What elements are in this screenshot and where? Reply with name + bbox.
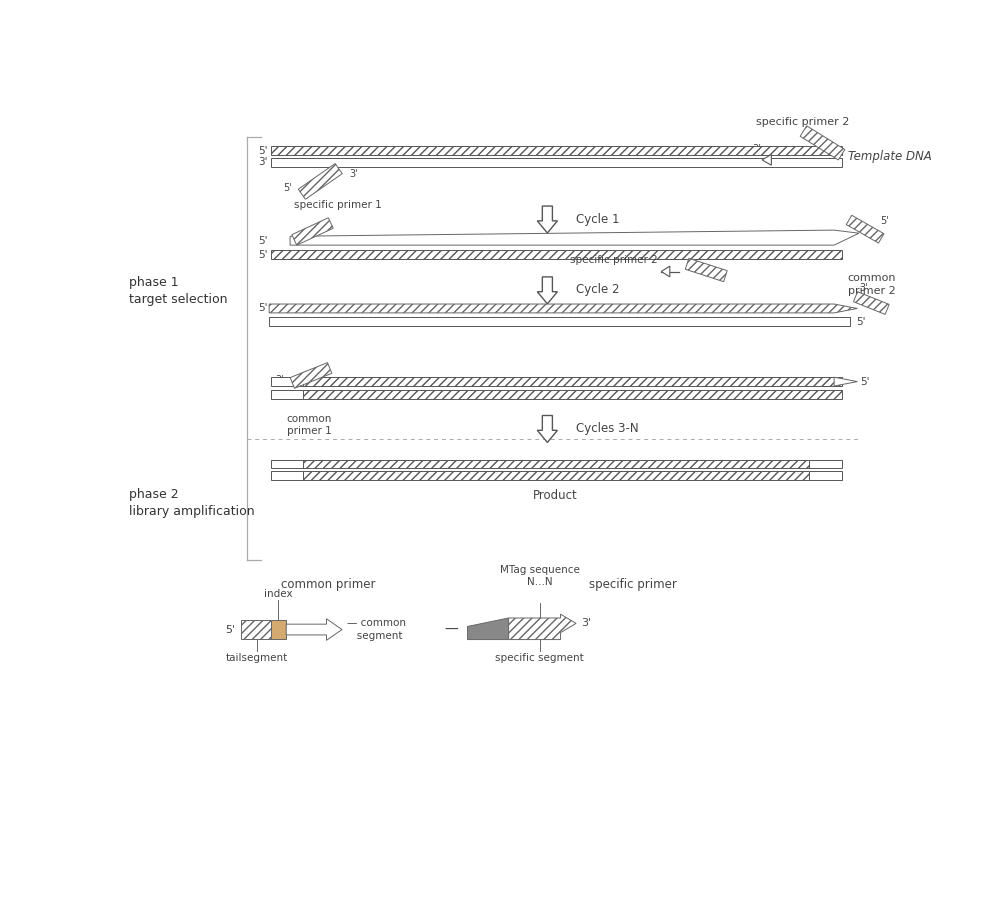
Text: common
primer 1: common primer 1 [287,414,332,436]
Polygon shape [537,206,557,233]
Text: Template DNA: Template DNA [848,150,932,163]
Text: specific segment: specific segment [495,652,584,662]
Text: —: — [444,622,458,637]
Polygon shape [290,230,859,245]
Bar [241,620,271,639]
Text: 3': 3' [581,619,591,629]
Polygon shape [290,362,332,388]
Text: phase 2
library amplification: phase 2 library amplification [129,488,254,518]
Text: phase 1
target selection: phase 1 target selection [129,275,227,306]
Bar [809,471,842,480]
Text: common primer: common primer [281,578,375,591]
Polygon shape [298,164,342,199]
Text: MTag sequence
N...N: MTag sequence N...N [500,565,580,587]
Polygon shape [286,619,342,640]
Bar [303,377,842,386]
Polygon shape [468,618,509,640]
Polygon shape [685,258,727,282]
Polygon shape [834,377,857,386]
Text: Cycle 2: Cycle 2 [576,284,620,296]
Text: 3': 3' [349,168,358,178]
Text: 3': 3' [258,157,268,167]
Text: 5': 5' [283,183,292,193]
Polygon shape [661,266,670,277]
Bar [303,391,842,399]
Text: common
primer 2: common primer 2 [848,274,896,296]
Bar [271,459,303,468]
Text: 3': 3' [752,145,761,155]
Text: specific primer: specific primer [589,578,677,591]
Text: — common
   segment: — common segment [347,618,406,641]
Bar [269,318,850,326]
Text: 5': 5' [225,625,235,634]
Polygon shape [800,126,845,160]
Bar [809,459,842,468]
Bar [271,250,842,259]
Bar [271,620,286,639]
Polygon shape [762,155,771,166]
Polygon shape [292,218,333,245]
Text: specific primer 2: specific primer 2 [570,255,658,265]
Text: 5': 5' [792,145,801,156]
Text: index: index [264,588,293,598]
Text: 3': 3' [275,375,284,385]
Bar [303,471,809,480]
Text: 3': 3' [859,283,868,293]
Bar [271,377,303,386]
Bar [271,391,303,399]
Text: 5': 5' [860,377,870,387]
Text: Cycles 3-N: Cycles 3-N [576,422,639,435]
Text: 5': 5' [258,250,268,260]
Text: 5': 5' [856,317,865,327]
Bar [271,471,303,480]
Polygon shape [846,215,884,243]
Polygon shape [509,614,576,640]
Text: 5': 5' [881,217,889,226]
Polygon shape [537,277,557,304]
Text: Product: Product [533,490,578,502]
Text: 5': 5' [258,304,268,314]
Polygon shape [537,415,557,443]
Bar [271,157,842,167]
Polygon shape [269,304,857,313]
Text: 5': 5' [258,236,268,246]
Bar [271,146,842,155]
Bar [303,459,809,468]
Text: tailsegment: tailsegment [226,652,288,662]
Text: Cycle 1: Cycle 1 [576,212,620,226]
Text: specific primer 2: specific primer 2 [756,117,850,127]
Polygon shape [853,292,889,315]
Text: specific primer 1: specific primer 1 [294,199,382,210]
Text: 5': 5' [258,145,268,156]
